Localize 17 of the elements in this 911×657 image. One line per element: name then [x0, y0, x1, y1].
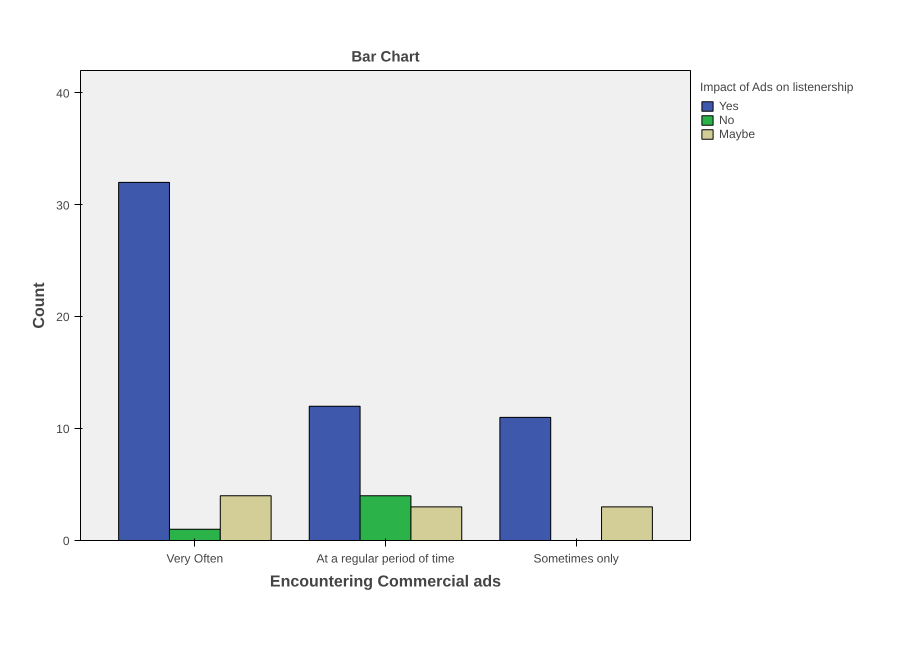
x-tick-label: Very Often [166, 552, 224, 566]
legend-title: Impact of Ads on listenership [700, 80, 854, 94]
legend-label: Maybe [719, 127, 756, 141]
y-tick-label: 30 [56, 198, 70, 212]
y-tick-label: 40 [56, 86, 70, 100]
y-axis-title: Count [31, 282, 48, 329]
bar [601, 506, 653, 540]
legend-label: Yes [719, 99, 739, 113]
x-axis-title: Encountering Commercial ads [270, 574, 502, 590]
chart-title: Bar Chart [351, 48, 420, 66]
y-tick-label: 0 [62, 534, 70, 548]
x-tick-label: At a regular period of time [316, 552, 455, 566]
y-tick-label: 20 [56, 310, 70, 324]
y-tick-label: 10 [56, 422, 70, 436]
bar [499, 416, 552, 540]
legend-label: No [719, 113, 736, 127]
x-tick-label: Sometimes only [533, 552, 619, 566]
